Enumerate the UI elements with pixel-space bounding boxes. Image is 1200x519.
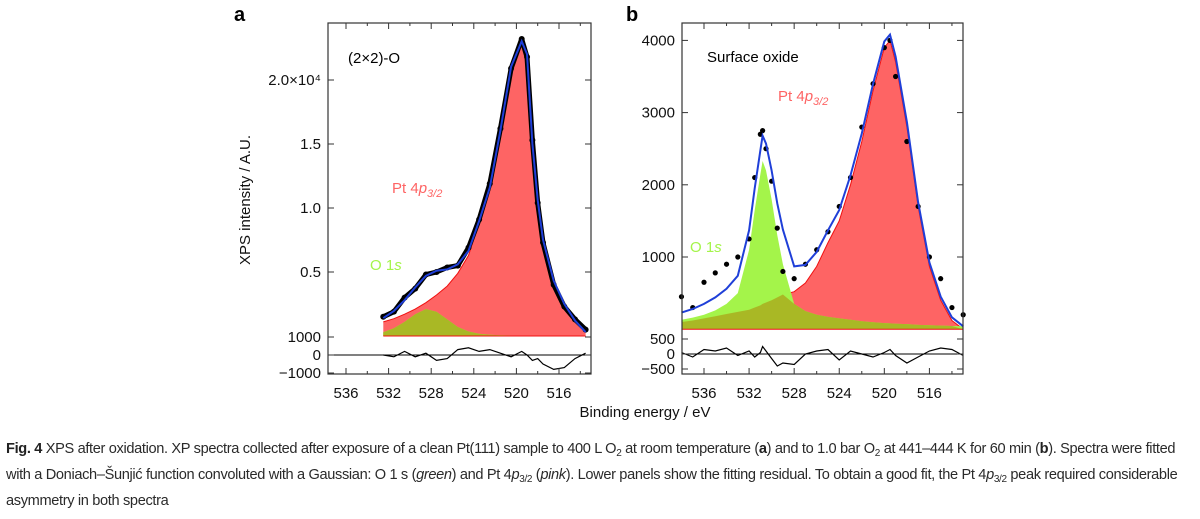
caption-sub: 2 <box>874 448 881 459</box>
panel-b-annotation: Surface oxide <box>707 49 799 66</box>
x-tick-label: 520 <box>504 385 529 402</box>
x-tick-label: 520 <box>872 385 897 402</box>
data-point <box>904 138 910 145</box>
panel-b-letter: b <box>626 4 638 26</box>
data-point <box>712 270 718 276</box>
x-axis-label: Binding energy / eV <box>580 404 711 421</box>
y-tick-label: 0 <box>313 347 321 364</box>
data-point <box>949 304 955 311</box>
y-tick-label: −500 <box>641 361 675 378</box>
data-point <box>760 128 766 134</box>
caption-text: ). Spectra were fitted with a Doniach–Šu… <box>6 441 1176 483</box>
data-point <box>791 276 797 282</box>
residual-line <box>383 347 586 371</box>
x-tick-label: 536 <box>691 385 716 402</box>
pt-component-fill <box>681 40 964 330</box>
y-tick-label: 1000 <box>642 249 675 266</box>
caption-text: ). Lower panels show the fitting residua… <box>565 467 987 483</box>
x-tick-label: 536 <box>333 385 358 402</box>
caption-sub: 3/2 <box>993 474 1007 485</box>
y-tick-label: 1.0 <box>300 200 321 217</box>
panel-a-pt-label: Pt 4p3/2 <box>392 180 442 200</box>
data-point <box>723 261 730 267</box>
data-point <box>735 254 741 260</box>
y-tick-label: 0.5 <box>300 264 321 281</box>
panel-b-pt-label: Pt 4p3/2 <box>778 88 828 108</box>
caption-italic: pink <box>540 467 566 483</box>
caption-text: ) and to 1.0 bar O <box>766 441 875 457</box>
y-tick-label: 1.5 <box>300 136 321 153</box>
data-point <box>938 276 944 282</box>
panel-b-o-label: O 1s <box>690 239 722 256</box>
x-tick-label: 524 <box>461 385 486 402</box>
pt-component-fill <box>383 41 586 336</box>
panel-a-o-label: O 1s <box>370 257 402 274</box>
x-tick-label: 532 <box>737 385 762 402</box>
fit-line <box>382 38 587 333</box>
y-tick-label: 500 <box>650 331 675 348</box>
residual-line <box>681 345 964 367</box>
figure-caption: Fig. 4 XPS after oxidation. XP spectra c… <box>6 436 1198 514</box>
fit-line <box>681 32 964 328</box>
data-point <box>774 225 780 231</box>
caption-italic: green <box>416 467 452 483</box>
panel-a: a 536 532 528 524 520 516 0.5 1.0 1.5 2.0×10⁴ 1000… <box>234 4 592 402</box>
x-tick-label: 532 <box>376 385 401 402</box>
caption-text: peak required considerable asymmetry in … <box>6 467 1178 509</box>
xps-figure: a 536 532 528 524 520 516 0.5 1.0 1.5 2.0×10⁴ 1000… <box>234 4 966 421</box>
panel-b: b 536 532 528 524 520 516 1000 2000 3000 4000 5000… <box>626 4 966 402</box>
y-tick-label: −1000 <box>279 365 321 382</box>
y-tick-label: 4000 <box>642 32 675 49</box>
x-tick-label: 516 <box>917 385 942 402</box>
panel-a-annotation: (2×2)-O <box>348 50 400 67</box>
y-axis-label: XPS intensity / A.U. <box>237 135 254 265</box>
x-tick-label: 528 <box>419 385 444 402</box>
y-tick-label: 2.0×10⁴ <box>268 72 321 89</box>
plot-frame <box>681 22 964 375</box>
caption-text: at room temperature ( <box>621 441 759 457</box>
overlap-fill <box>681 294 964 330</box>
o1s-component-fill <box>681 161 964 330</box>
caption-text: at 441–444 K for 60 min ( <box>879 441 1040 457</box>
x-tick-label: 524 <box>827 385 852 402</box>
plot-frame <box>327 22 592 375</box>
y-tick-label: 3000 <box>642 105 675 122</box>
caption-bold: a <box>758 441 767 457</box>
y-tick-label: 2000 <box>642 177 675 194</box>
x-tick-label: 516 <box>546 385 571 402</box>
caption-text: ( <box>532 467 541 483</box>
caption-text: ) and Pt 4 <box>451 467 512 483</box>
panel-b-plot: 536 532 528 524 520 516 1000 2000 3000 4000 5000−5… <box>641 22 966 402</box>
caption-sub: 2 <box>616 448 622 459</box>
caption-bold: b <box>1039 441 1049 457</box>
panel-a-letter: a <box>234 4 246 26</box>
overlap-fill <box>383 309 586 336</box>
y-tick-label: 0 <box>667 346 675 363</box>
caption-italic: p <box>986 467 994 483</box>
caption-label: Fig. 4 <box>6 441 43 457</box>
caption-text: XPS after oxidation. XP spectra collecte… <box>42 441 617 457</box>
y-tick-label: 1000 <box>288 329 321 346</box>
data-point <box>892 73 899 80</box>
data-point <box>701 279 707 285</box>
data-point <box>780 268 786 275</box>
caption-sub: 3/2 <box>519 474 533 485</box>
caption-italic: p <box>511 467 520 483</box>
panel-a-plot: 536 532 528 524 520 516 0.5 1.0 1.5 2.0×10⁴ 10000−… <box>268 22 592 402</box>
x-tick-label: 528 <box>782 385 807 402</box>
